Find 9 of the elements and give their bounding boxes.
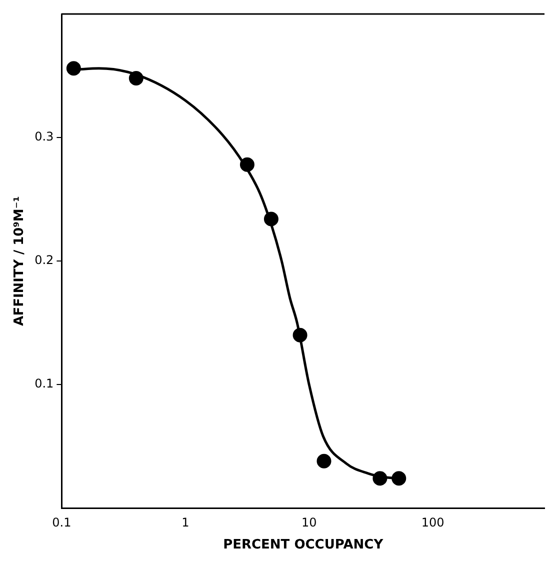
x-tick-label: 100	[421, 515, 444, 530]
y-tick-label: 0.3	[34, 130, 54, 144]
x-axis-title: PERCENT OCCUPANCY	[223, 538, 384, 553]
x-tick-label: 10	[301, 515, 317, 530]
x-tick-label: 1	[182, 515, 190, 530]
y-axis-title: AFFINITY / 10⁹M⁻¹	[12, 196, 28, 326]
y-tick-label: 0.2	[34, 253, 54, 268]
x-tick-label: 0.1	[52, 515, 72, 530]
y-tick-label: 0.1	[34, 376, 54, 391]
